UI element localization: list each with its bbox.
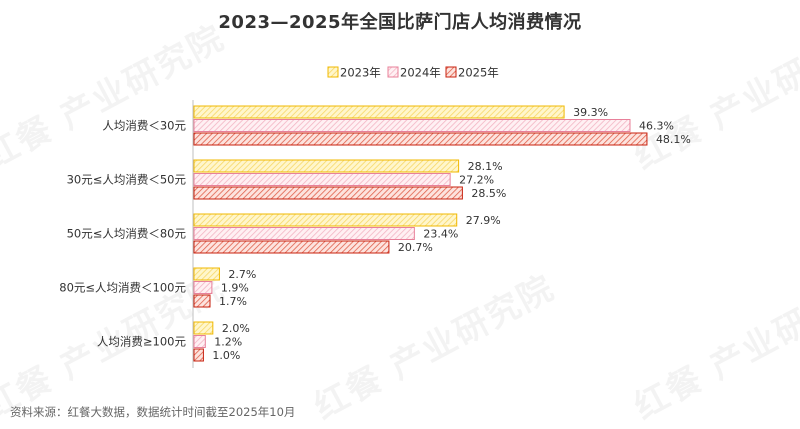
data-label: 39.3% <box>573 106 608 119</box>
data-label: 2.7% <box>228 268 256 281</box>
bar-2023年 <box>193 159 460 173</box>
legend-label: 2025年 <box>458 66 499 80</box>
category-label: 人均消费≥100元 <box>97 335 187 349</box>
data-label: 1.0% <box>212 349 240 362</box>
bar-2024年 <box>193 335 206 348</box>
bar-2025年 <box>193 186 463 200</box>
bar-2025年 <box>193 348 204 362</box>
data-label: 27.2% <box>459 174 494 187</box>
data-label: 1.9% <box>221 282 249 295</box>
bar-2025年 <box>193 240 390 254</box>
category-label: 30元≤人均消费＜50元 <box>67 173 187 187</box>
data-label: 48.1% <box>656 133 691 146</box>
data-label: 28.1% <box>468 160 503 173</box>
category-label: 人均消费＜30元 <box>102 119 186 133</box>
bar-2025年 <box>193 294 211 308</box>
legend-item: 2025年 <box>445 66 499 80</box>
data-label: 2.0% <box>222 322 250 335</box>
data-label: 23.4% <box>423 228 458 241</box>
data-label: 28.5% <box>471 187 506 200</box>
bar-2024年 <box>193 173 451 186</box>
legend-label: 2024年 <box>400 66 441 80</box>
data-label: 27.9% <box>466 214 501 227</box>
data-label: 20.7% <box>398 241 433 254</box>
legend-label: 2023年 <box>340 66 381 80</box>
bar-2023年 <box>193 267 220 281</box>
bar-2024年 <box>193 281 213 294</box>
legend-item: 2023年 <box>327 66 381 80</box>
chart-title: 2023—2025年全国比萨门店人均消费情况 <box>218 12 582 33</box>
bar-2024年 <box>193 227 415 240</box>
bar-2023年 <box>193 321 214 335</box>
data-label: 46.3% <box>639 120 674 133</box>
bar-2025年 <box>193 132 648 146</box>
bar-2024年 <box>193 119 631 132</box>
legend-swatch <box>387 66 399 78</box>
category-label: 80元≤人均消费＜100元 <box>59 281 186 295</box>
legend: 2023年 2024年 2025年 <box>327 66 499 80</box>
legend-item: 2024年 <box>387 66 441 80</box>
plot-area: 人均消费＜30元 39.3% 46.3%48.1% 30元≤人均消费＜50元 28.1%… <box>59 100 691 368</box>
legend-swatch <box>445 66 457 78</box>
bar-2023年 <box>193 105 565 119</box>
legend-swatch <box>327 66 339 78</box>
bar-2023年 <box>193 213 458 227</box>
data-label: 1.7% <box>219 295 247 308</box>
data-label: 1.2% <box>214 336 242 349</box>
category-label: 50元≤人均消费＜80元 <box>67 227 187 241</box>
source-note: 资料来源：红餐大数据，数据统计时间截至2025年10月 <box>10 405 296 419</box>
